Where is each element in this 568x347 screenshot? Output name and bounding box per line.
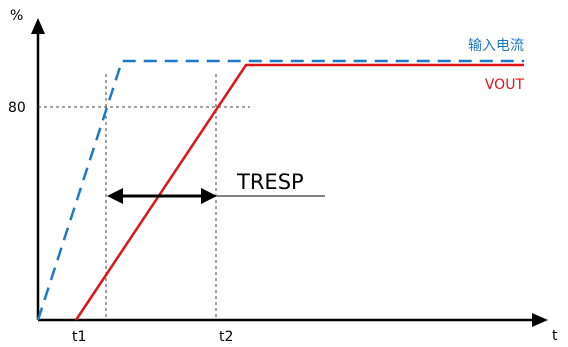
legend-vout: VOUT <box>485 77 525 93</box>
legend-input-current: 输入电流 <box>468 38 524 54</box>
tresp-label: TRESP <box>236 170 304 194</box>
x-tick-t1: t1 <box>72 329 86 345</box>
y-axis-arrow-icon <box>31 18 45 34</box>
tresp-arrow-left-icon <box>107 188 123 204</box>
x-axis-label: t <box>552 328 558 344</box>
input-current-curve <box>36 59 524 321</box>
y-tick-80: 80 <box>8 100 26 116</box>
x-tick-t2: t2 <box>219 329 233 345</box>
y-axis-label: % <box>10 8 23 24</box>
tresp-arrow-right-icon <box>201 188 217 204</box>
x-axis-arrow-icon <box>532 313 548 327</box>
vout-curve <box>74 63 524 321</box>
